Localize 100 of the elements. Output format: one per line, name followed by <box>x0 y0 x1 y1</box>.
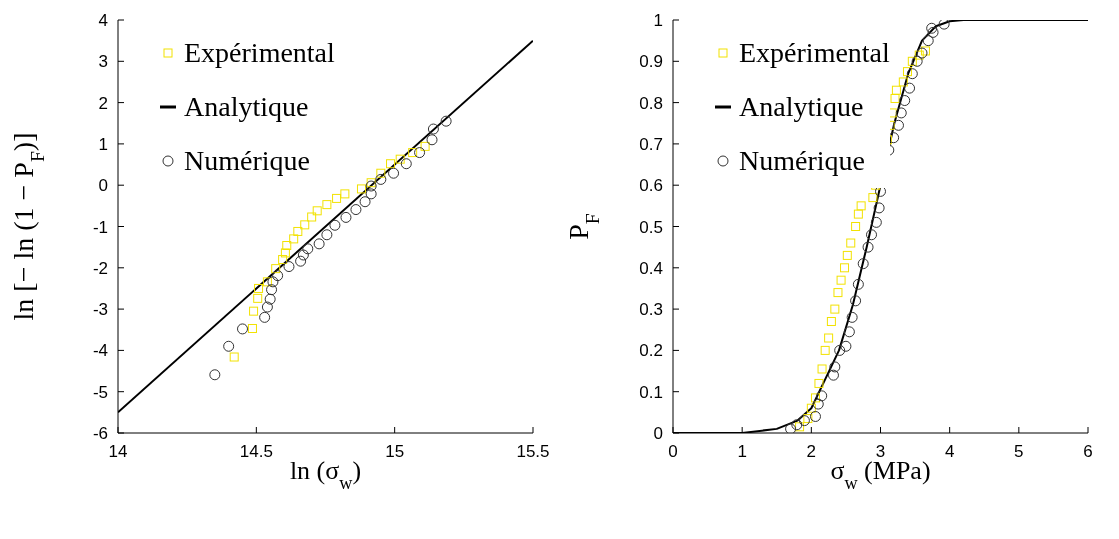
y-tick-label: 0.3 <box>639 300 663 320</box>
point <box>922 35 934 47</box>
x-tick-label: 0 <box>668 442 678 462</box>
x-tick-label: 15.5 <box>516 442 550 462</box>
y-tick-label: 1 <box>98 134 108 154</box>
point <box>321 229 333 241</box>
point <box>938 20 950 30</box>
point <box>359 196 371 208</box>
point <box>840 340 852 352</box>
y-tick-label: -2 <box>92 258 108 278</box>
point <box>329 219 341 231</box>
y-tick-label: 0.1 <box>639 382 663 402</box>
point <box>890 93 900 103</box>
point <box>809 410 821 422</box>
point <box>795 422 805 432</box>
point <box>814 378 824 388</box>
point <box>920 46 930 56</box>
y-tick-label: 0.9 <box>639 52 663 72</box>
point <box>253 293 263 303</box>
point <box>400 158 412 170</box>
point <box>785 423 797 433</box>
point <box>350 204 362 216</box>
point <box>927 26 939 38</box>
point <box>895 107 907 119</box>
point <box>426 134 438 146</box>
point <box>340 189 350 199</box>
point <box>297 249 309 261</box>
point <box>906 68 918 80</box>
point <box>237 323 248 335</box>
point <box>272 270 284 282</box>
legend-label: Expérimental <box>739 36 890 70</box>
point <box>850 295 862 307</box>
point <box>293 226 303 236</box>
point <box>856 201 866 211</box>
point <box>313 238 325 250</box>
point <box>289 234 299 244</box>
y-tick-label: 0.6 <box>639 176 663 196</box>
point <box>902 67 912 77</box>
point <box>365 188 377 200</box>
point <box>824 333 834 343</box>
point <box>846 311 858 323</box>
point <box>916 47 928 59</box>
point <box>816 390 828 402</box>
point <box>830 304 840 314</box>
point <box>332 193 342 203</box>
point <box>806 403 816 413</box>
point <box>282 241 292 250</box>
point <box>247 324 257 334</box>
point <box>322 200 332 210</box>
legend-label: Analytique <box>739 90 864 124</box>
legend-label: Numérique <box>739 144 865 178</box>
point <box>356 184 366 194</box>
y-tick-label: 0.5 <box>639 217 663 237</box>
point <box>209 369 221 381</box>
legend-label: Expérimental <box>184 36 335 70</box>
point <box>295 255 307 267</box>
y-tick-label: 0.2 <box>639 341 663 361</box>
y-tick-label: 0.7 <box>639 134 663 154</box>
point <box>376 168 386 178</box>
x-tick-label: 5 <box>1014 442 1024 462</box>
point <box>843 326 855 338</box>
point <box>846 238 856 248</box>
point <box>267 276 279 288</box>
point <box>911 55 923 67</box>
point <box>904 82 916 94</box>
y-tick-label: 0 <box>98 176 108 196</box>
point <box>891 85 901 95</box>
x-tick-label: 14 <box>108 442 128 462</box>
point <box>826 316 836 326</box>
point <box>414 147 426 159</box>
point <box>836 275 846 285</box>
point <box>842 250 852 260</box>
point <box>857 258 869 270</box>
point <box>851 222 861 231</box>
point <box>440 115 452 127</box>
point <box>810 393 820 403</box>
point <box>899 95 911 107</box>
point <box>798 415 810 427</box>
point <box>300 220 310 230</box>
point <box>375 173 387 185</box>
point <box>366 178 376 188</box>
x-tick-label: 2 <box>806 442 817 462</box>
point <box>427 123 439 135</box>
point <box>873 202 885 214</box>
point <box>870 216 882 228</box>
y-tick-label: 3 <box>98 52 108 72</box>
point <box>817 364 827 374</box>
point <box>827 369 839 381</box>
point <box>271 264 281 274</box>
point <box>820 345 830 355</box>
point <box>254 283 264 293</box>
point <box>223 340 235 352</box>
y-tick-label: -5 <box>92 382 108 402</box>
y-tick-label: -3 <box>92 300 108 320</box>
y-tick-label: 1 <box>653 11 663 31</box>
point <box>898 77 908 87</box>
point <box>386 159 396 169</box>
point <box>365 180 377 192</box>
point <box>302 243 314 255</box>
x-tick-label: 6 <box>1083 442 1093 462</box>
